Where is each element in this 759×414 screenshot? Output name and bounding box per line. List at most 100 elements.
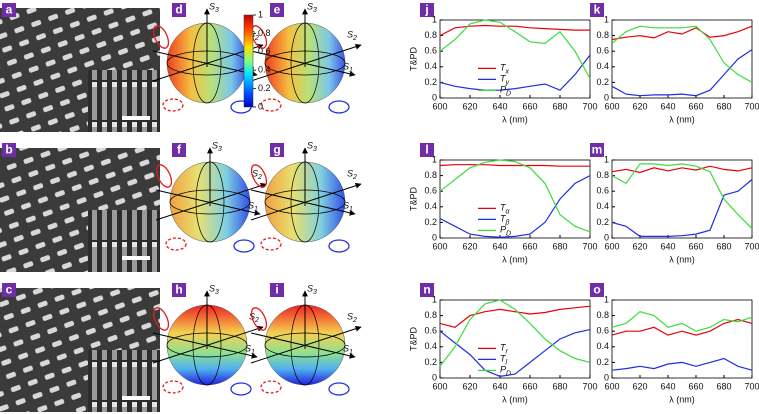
sphere-axis-label: S3 [212,140,222,153]
x-tick-label: 700 [582,241,597,251]
y-tick-label: 0.6 [596,46,609,56]
panel-label-box [420,3,434,17]
plot-frame [439,19,591,99]
x-tick-label: 640 [660,241,675,251]
panel-label-box [172,3,186,17]
series-line [439,164,590,167]
y-tick-label: 0.2 [596,217,609,227]
series-line [611,25,753,41]
polarization-icon [250,164,268,188]
series-line [611,357,753,371]
x-tick-label: 660 [522,101,537,111]
legend-label: Tβ [500,214,510,227]
sphere-axis-label: S2 [347,29,357,42]
legend-label: Tα [500,203,511,216]
polarization-icon [155,164,173,188]
y-tick-label: 0.6 [424,326,437,336]
x-tick-label: 620 [462,241,477,251]
y-tick-label: 0.2 [424,77,437,87]
x-tick-label: 640 [492,381,507,391]
panel-label-box [590,3,604,17]
sphere-axis-label: S2 [249,311,259,324]
y-tick-label: 0 [604,232,609,242]
series-line [611,163,753,230]
colorbar-tick-label: 0.4 [258,65,271,75]
sphere-axis-label: S1 [343,200,353,213]
axis [152,332,258,359]
panel-label: b [5,143,12,157]
x-tick-label: 600 [432,241,447,251]
y-tick-label: 0 [432,372,437,382]
panel-label: k [594,3,601,17]
y-tick-label: 0.8 [424,30,437,40]
polarization-icon [260,380,282,394]
polarization-icon [250,25,268,49]
legend-label: Ty [500,74,510,87]
legend-label: Tx [500,63,510,76]
panel-label-box [270,143,284,157]
x-tick-label: 600 [604,101,619,111]
polarization-icon [162,380,184,394]
axis [250,50,356,77]
panel-label-box [2,283,16,297]
y-tick-label: 0.8 [424,310,437,320]
y-tick-label: 0.8 [596,30,609,40]
legend-label: PD [500,225,511,238]
axis [250,189,356,216]
panel-label-box [590,143,604,157]
sphere-axis-label: S1 [245,343,255,356]
panel-label-box [270,3,284,17]
y-tick-label: 0.2 [596,357,609,367]
x-tick-label: 600 [604,381,619,391]
y-tick-label: 0.4 [596,61,609,71]
x-tick-label: 680 [552,381,567,391]
legend-label: Tl [500,354,508,367]
legend-label: Tr [500,343,509,356]
panel-label-box [172,283,186,297]
y-tick-label: 1 [432,154,437,164]
sphere-axis-label: S2 [347,311,357,324]
x-axis-label: λ (nm) [669,254,695,264]
series-line [439,24,590,37]
y-tick-label: 1 [604,294,609,304]
x-tick-label: 640 [660,381,675,391]
y-tick-label: 0.8 [424,170,437,180]
sphere-axis-label: S3 [307,1,317,14]
panel-label-box [2,143,16,157]
x-axis-label: λ (nm) [669,114,695,124]
series-line [611,49,753,97]
x-tick-label: 660 [688,101,703,111]
series-line [611,165,753,174]
axis [155,182,267,221]
y-tick-label: 0.2 [424,357,437,367]
polarization-icon [260,98,282,112]
polarization-icon [152,25,170,49]
y-tick-label: 0.6 [596,326,609,336]
x-tick-label: 680 [716,381,731,391]
panel-label: h [175,283,182,297]
panel-label: i [275,283,278,297]
series-line [611,179,753,237]
y-tick-label: 0 [432,232,437,242]
polarization-icon [260,237,282,251]
panel-label: l [425,143,428,157]
panel-label: d [175,3,182,17]
y-tick-label: 0.4 [424,201,437,211]
panel-label: c [6,283,13,297]
x-axis-label: λ (nm) [502,114,528,124]
x-axis-label: λ (nm) [502,254,528,264]
series-line [439,305,591,328]
polarization-icon [165,237,187,251]
x-tick-label: 680 [716,101,731,111]
polarization-icon [328,239,350,253]
sem-inset [88,350,160,412]
sphere-axis-label: S2 [252,168,262,181]
y-tick-label: 0.4 [596,341,609,351]
x-tick-label: 700 [582,381,597,391]
plot-frame [611,159,753,239]
y-tick-label: 0 [432,92,437,102]
y-tick-label: 1 [604,154,609,164]
panel-label: j [424,3,428,17]
y-tick-label: 0.2 [596,77,609,87]
panel-label: g [273,143,280,157]
